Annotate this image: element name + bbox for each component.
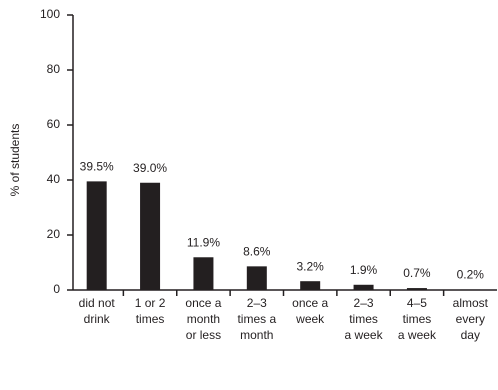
bar (140, 182, 161, 290)
bar (406, 288, 427, 290)
x-tick-label: month (240, 328, 273, 342)
x-tick-label: times (403, 312, 432, 326)
x-tick-label: 4–5 (407, 296, 427, 310)
y-tick-label: 80 (47, 62, 61, 76)
value-label: 11.9% (187, 235, 220, 249)
y-tick-label: 20 (47, 227, 61, 241)
value-label: 0.2% (457, 268, 485, 282)
x-tick-label: times a (237, 312, 276, 326)
bar (246, 266, 267, 290)
value-label: 3.2% (297, 259, 325, 273)
y-tick-label: 100 (40, 7, 60, 21)
x-tick-label: once a (185, 296, 221, 310)
y-axis-label: % of students (8, 124, 22, 197)
value-label: 8.6% (243, 245, 271, 259)
x-tick-label: did not (79, 296, 116, 310)
bar (86, 181, 107, 290)
x-tick-label: month (187, 312, 220, 326)
x-tick-label: 1 or 2 (135, 296, 166, 310)
x-tick-label: or less (186, 328, 221, 342)
value-label: 39.0% (133, 161, 167, 175)
bar (460, 289, 481, 290)
y-tick-label: 60 (47, 117, 61, 131)
x-tick-label: 2–3 (247, 296, 267, 310)
x-tick-label: day (461, 328, 480, 342)
bar (193, 257, 214, 290)
x-tick-label: almost (453, 296, 489, 310)
x-tick-label: times (349, 312, 378, 326)
x-tick-label: once a (292, 296, 328, 310)
x-tick-label: week (295, 312, 325, 326)
x-tick-label: 2–3 (354, 296, 374, 310)
x-tick-label: drink (84, 312, 111, 326)
bar (353, 284, 374, 290)
bar (300, 281, 321, 290)
value-label: 0.7% (403, 266, 431, 280)
x-tick-label: a week (398, 328, 437, 342)
value-label: 1.9% (350, 263, 378, 277)
y-tick-label: 0 (53, 282, 60, 296)
y-tick-label: 40 (47, 172, 61, 186)
x-tick-label: times (136, 312, 165, 326)
value-label: 39.5% (80, 160, 114, 174)
x-tick-label: every (456, 312, 485, 326)
x-tick-label: a week (345, 328, 384, 342)
